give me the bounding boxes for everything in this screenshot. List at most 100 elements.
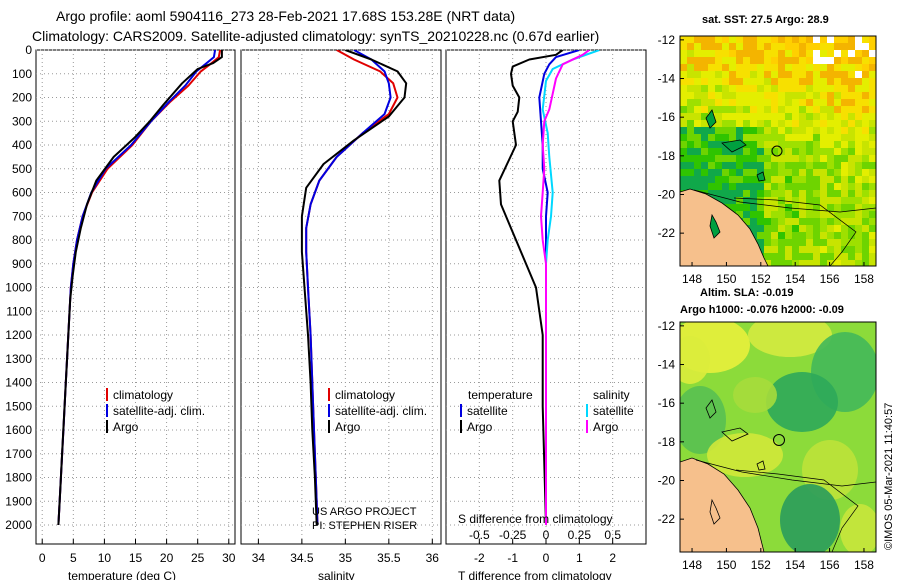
sst-cell [750,113,757,120]
sst-cell [827,197,834,204]
depth-tick-label: 1300 [5,352,32,366]
x-tick-label: 35 [339,551,353,565]
sst-cell [792,127,799,134]
sst-cell [729,176,736,183]
x-tick-label: 36 [426,551,440,565]
sst-cell [799,85,806,92]
sst-cell [862,64,869,71]
sst-cell [827,36,834,43]
sst-cell [687,162,694,169]
sst-cell [806,211,813,218]
lat-tick-label: -22 [658,512,676,526]
sst-cell [834,71,841,78]
sst-cell [792,148,799,155]
sst-cell [722,183,729,190]
sst-cell [792,113,799,120]
sst-cell [834,232,841,239]
sst-cell [708,99,715,106]
sst-cell [694,71,701,78]
sst-cell [862,71,869,78]
sst-cell [834,148,841,155]
x-tick-label: 30 [222,551,236,565]
sst-cell [806,134,813,141]
sst-cell [701,176,708,183]
sst-cell [813,148,820,155]
sst-cell [750,71,757,78]
sst-cell [820,211,827,218]
sst-cell [771,169,778,176]
sst-cell [771,162,778,169]
sst-cell [848,92,855,99]
sst-cell [715,43,722,50]
s-diff-tick-label: -0.5 [469,528,490,542]
sst-cell [820,127,827,134]
sst-cell [792,64,799,71]
sst-cell [799,211,806,218]
sst-cell [757,204,764,211]
sst-cell [785,148,792,155]
sst-cell [722,134,729,141]
sst-cell [841,176,848,183]
sst-cell [855,169,862,176]
sst-cell [862,50,869,57]
sst-cell [841,71,848,78]
sst-cell [799,78,806,85]
sst-cell [708,78,715,85]
sst-cell [799,162,806,169]
depth-tick-label: 100 [12,67,32,81]
sst-cell [701,169,708,176]
sst-cell [820,155,827,162]
sst-cell [729,57,736,64]
sst-cell [722,169,729,176]
sst-cell [834,204,841,211]
sst-cell [848,141,855,148]
x-tick-label: 35.5 [377,551,401,565]
sst-cell [736,120,743,127]
lat-tick-label: -22 [658,226,676,240]
salinity-climatology-line [305,50,399,526]
sst-cell [736,85,743,92]
sst-cell [813,183,820,190]
sst-cell [785,176,792,183]
sst-cell [827,183,834,190]
sst-cell [792,57,799,64]
argo-position-marker [771,145,783,157]
sst-cell [848,239,855,246]
sst-cell [743,113,750,120]
sst-cell [694,120,701,127]
sst-cell [771,113,778,120]
sst-cell [820,190,827,197]
sst-cell [813,190,820,197]
sst-cell [757,64,764,71]
sst-cell [792,155,799,162]
sst-cell [841,134,848,141]
sst-cell [834,253,841,260]
sla-anomaly-blob [766,372,838,432]
sst-cell [764,106,771,113]
axis-ticks: 0100200300400500600700800900100011001200… [5,43,621,565]
sst-cell [722,36,729,43]
bathymetry-contour [695,459,876,552]
sst-cell [834,57,841,64]
sst-cell [869,36,876,43]
x-tick-label: -1 [507,551,518,565]
depth-tick-label: 0 [25,43,32,57]
lat-tick-label: -20 [658,473,676,487]
sst-cell [820,148,827,155]
sst-cell [771,50,778,57]
sst-cell [869,141,876,148]
sst-cell [715,99,722,106]
sst-cell [806,169,813,176]
sst-cell [792,50,799,57]
sst-cell [757,57,764,64]
sst-cell [792,162,799,169]
sst-cell [757,127,764,134]
sst-cell [743,197,750,204]
sst-cell [827,204,834,211]
sst-cell [785,57,792,64]
sst-cell [806,50,813,57]
coastline-land [680,188,769,266]
sst-cell [771,253,778,260]
sst-cell [680,99,687,106]
sst-cell [848,106,855,113]
